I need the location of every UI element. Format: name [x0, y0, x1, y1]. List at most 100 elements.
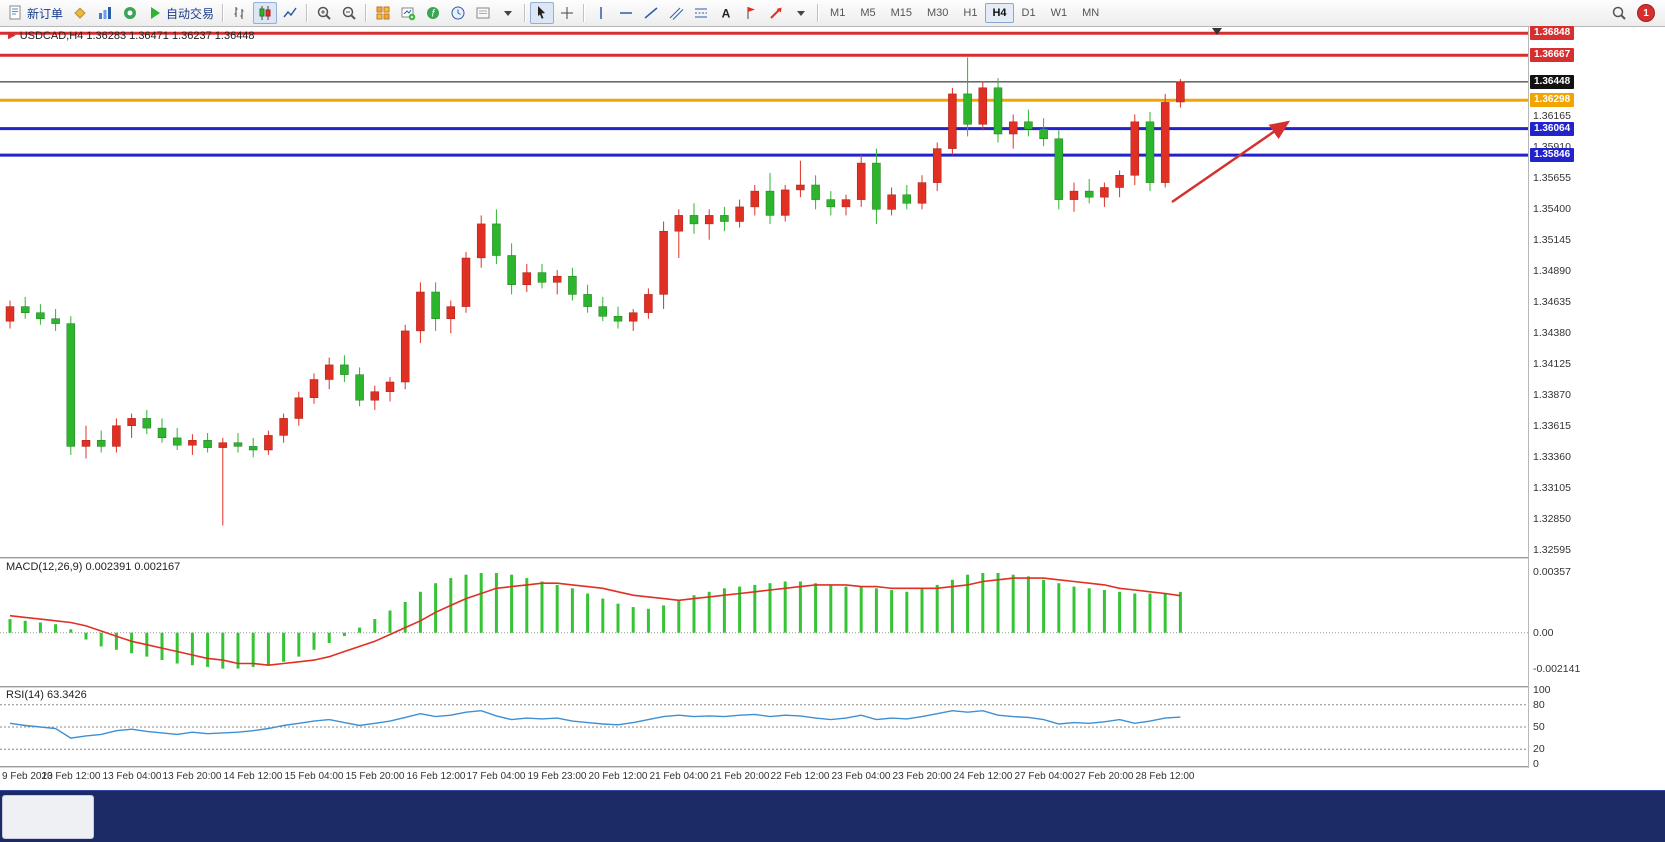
macd-panel-canvas[interactable]	[0, 559, 1528, 686]
symbol-header: ▶ USDCAD,H4 1.36283 1.36471 1.36237 1.36…	[8, 30, 255, 42]
timeframe-m5-button[interactable]: M5	[853, 3, 882, 23]
time-axis-label: 15 Feb 20:00	[345, 771, 405, 782]
navigator-button[interactable]	[118, 2, 142, 24]
svg-text:f: f	[432, 9, 436, 20]
trendline-button[interactable]	[639, 2, 663, 24]
timeframe-m30-button[interactable]: M30	[920, 3, 955, 23]
vline-button[interactable]	[589, 2, 613, 24]
time-axis-label: 27 Feb 04:00	[1014, 771, 1074, 782]
zoom-in-button[interactable]	[312, 2, 336, 24]
panel-separator[interactable]	[0, 557, 1665, 559]
indicators-button[interactable]: f	[421, 2, 445, 24]
timeframe-h4-button[interactable]: H4	[985, 3, 1014, 23]
time-axis-label: 13 Feb 04:00	[102, 771, 162, 782]
new-order-button[interactable]: 新订单	[4, 2, 67, 24]
ohlc-bars-icon	[234, 7, 244, 19]
trend-arrow-annotation[interactable]	[1171, 120, 1291, 204]
price-tag-1.36667: 1.36667	[1530, 48, 1575, 62]
hline-button[interactable]	[614, 2, 638, 24]
price-tag-1.36848: 1.36848	[1530, 26, 1575, 40]
channel-icon	[669, 7, 684, 20]
candlestick-button[interactable]	[253, 2, 278, 24]
templates-button[interactable]	[471, 2, 495, 24]
tile-windows-button[interactable]	[371, 2, 395, 24]
rsi-line	[9, 709, 1181, 739]
zoom-in-icon	[317, 6, 331, 20]
panel-separator[interactable]	[0, 686, 1665, 688]
rsi-axis-label: 100	[1533, 684, 1551, 696]
search-button[interactable]	[1607, 2, 1631, 24]
autotrade-button[interactable]: 自动交易	[143, 2, 218, 24]
crosshair-button[interactable]	[555, 2, 579, 24]
timeframe-mn-button[interactable]: MN	[1075, 3, 1106, 23]
zoom-out-icon	[342, 6, 356, 20]
time-axis-label: 24 Feb 12:00	[953, 771, 1013, 782]
panel-separator	[0, 766, 1665, 768]
toolbar-separator	[524, 4, 527, 22]
price-tag-1.36448: 1.36448	[1530, 75, 1575, 89]
time-axis-label: 17 Feb 04:00	[466, 771, 526, 782]
timeframe-w1-button[interactable]: W1	[1044, 3, 1075, 23]
notification-badge[interactable]: 1	[1637, 4, 1655, 22]
timeframe-h1-button[interactable]: H1	[956, 3, 984, 23]
magnifier-icon	[1612, 6, 1626, 20]
price-axis-label: 1.35400	[1533, 203, 1571, 215]
chart-shift-marker[interactable]	[1212, 28, 1222, 35]
macd-indicator-label: MACD(12,26,9) 0.002391 0.002167	[6, 561, 181, 573]
bar-chart-button[interactable]	[228, 2, 252, 24]
label-button[interactable]	[739, 2, 763, 24]
timeframe-m1-button[interactable]: M1	[823, 3, 852, 23]
svg-text:A: A	[722, 7, 731, 21]
toolbar-right-group: 1	[1607, 2, 1661, 24]
arrows-icon	[770, 7, 782, 19]
line-chart-button[interactable]	[278, 2, 302, 24]
price-axis[interactable]: 1.36165 1.35910 1.35655 1.35400 1.35145 1.348…	[1529, 26, 1665, 788]
time-axis-label: 19 Feb 23:00	[527, 771, 587, 782]
horizontal-line-icon	[620, 12, 633, 14]
fibonacci-button[interactable]	[689, 2, 713, 24]
cursor-button[interactable]	[530, 2, 555, 24]
channel-button[interactable]	[664, 2, 688, 24]
price-axis-label: 1.34635	[1533, 296, 1571, 308]
timeframe-m15-button[interactable]: M15	[884, 3, 919, 23]
symbols-button[interactable]	[68, 2, 92, 24]
taskbar-item[interactable]	[2, 795, 94, 839]
taskbar	[0, 790, 1665, 842]
price-axis-label: 1.34890	[1533, 265, 1571, 277]
rsi-panel-canvas[interactable]	[0, 688, 1528, 766]
price-tag-1.36298: 1.36298	[1530, 93, 1575, 107]
main-chart-canvas[interactable]	[0, 27, 1528, 557]
fibonacci-icon	[695, 8, 708, 18]
navigator-icon	[124, 7, 137, 19]
templates-caret-button[interactable]	[496, 2, 520, 24]
periods-button[interactable]	[446, 2, 470, 24]
price-tag-1.36064: 1.36064	[1530, 122, 1575, 136]
caret-down-icon	[504, 11, 513, 16]
price-tag-1.35846: 1.35846	[1530, 148, 1575, 162]
rsi-axis-label: 50	[1533, 721, 1545, 733]
timeframe-d1-button[interactable]: D1	[1015, 3, 1043, 23]
time-axis-label: 14 Feb 12:00	[223, 771, 283, 782]
new-chart-button[interactable]	[396, 2, 420, 24]
text-button[interactable]: A	[714, 2, 738, 24]
templates-icon	[476, 7, 490, 19]
market-watch-button[interactable]	[93, 2, 117, 24]
toolbar-separator	[222, 4, 225, 22]
arrows-caret-button[interactable]	[789, 2, 813, 24]
autotrade-play-icon	[151, 7, 161, 19]
autotrade-button-label: 自动交易	[166, 6, 215, 21]
cursor-icon	[538, 6, 546, 19]
new-order-icon	[9, 5, 21, 20]
macd-axis-label: 0.00	[1533, 627, 1554, 639]
time-axis-label: 21 Feb 20:00	[710, 771, 770, 782]
time-axis-label: 15 Feb 04:00	[284, 771, 344, 782]
new-order-button-label: 新订单	[27, 6, 64, 21]
toolbar-separator	[817, 4, 820, 22]
arrows-button[interactable]	[764, 2, 788, 24]
price-axis-label: 1.33615	[1533, 420, 1571, 432]
time-axis[interactable]: 9 Feb 2023 10 Feb 12:00 13 Feb 04:00 13 Feb…	[0, 768, 1665, 788]
rsi-axis-label: 0	[1533, 758, 1539, 770]
candlesticks-icon	[259, 6, 271, 20]
zoom-out-button[interactable]	[337, 2, 361, 24]
time-axis-label: 9 Feb 2023	[2, 771, 53, 782]
